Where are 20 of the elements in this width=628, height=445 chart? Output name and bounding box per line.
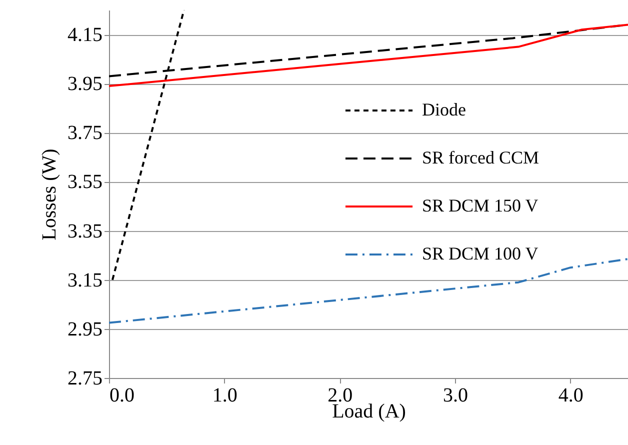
x-axis-title: Load (A) — [332, 400, 406, 422]
legend-label: SR forced CCM — [422, 148, 539, 168]
legend-label: SR DCM 150 V — [422, 196, 538, 216]
line-series — [109, 258, 628, 324]
y-tick-label: 2.95 — [68, 318, 102, 340]
line-series — [109, 24, 628, 88]
y-tick-label: 3.35 — [68, 220, 102, 242]
y-axis-title: Losses (W) — [38, 148, 60, 240]
y-tick-label: 3.95 — [68, 73, 102, 96]
legend-label: SR DCM 100 V — [422, 244, 538, 264]
legend-label: Diode — [422, 100, 466, 120]
y-tick-label: 3.55 — [68, 171, 102, 194]
y-tick-label: 3.15 — [68, 269, 102, 292]
y-tick-label: 2.75 — [68, 368, 102, 390]
x-tick-label: 4.0 — [558, 384, 584, 406]
y-tick-label: 4.15 — [68, 24, 102, 46]
y-tick-label: 3.75 — [68, 122, 102, 144]
x-tick-label: 3.0 — [443, 384, 468, 406]
x-tick-label: 1.0 — [212, 384, 238, 406]
x-tick-label: 0.0 — [110, 384, 134, 406]
